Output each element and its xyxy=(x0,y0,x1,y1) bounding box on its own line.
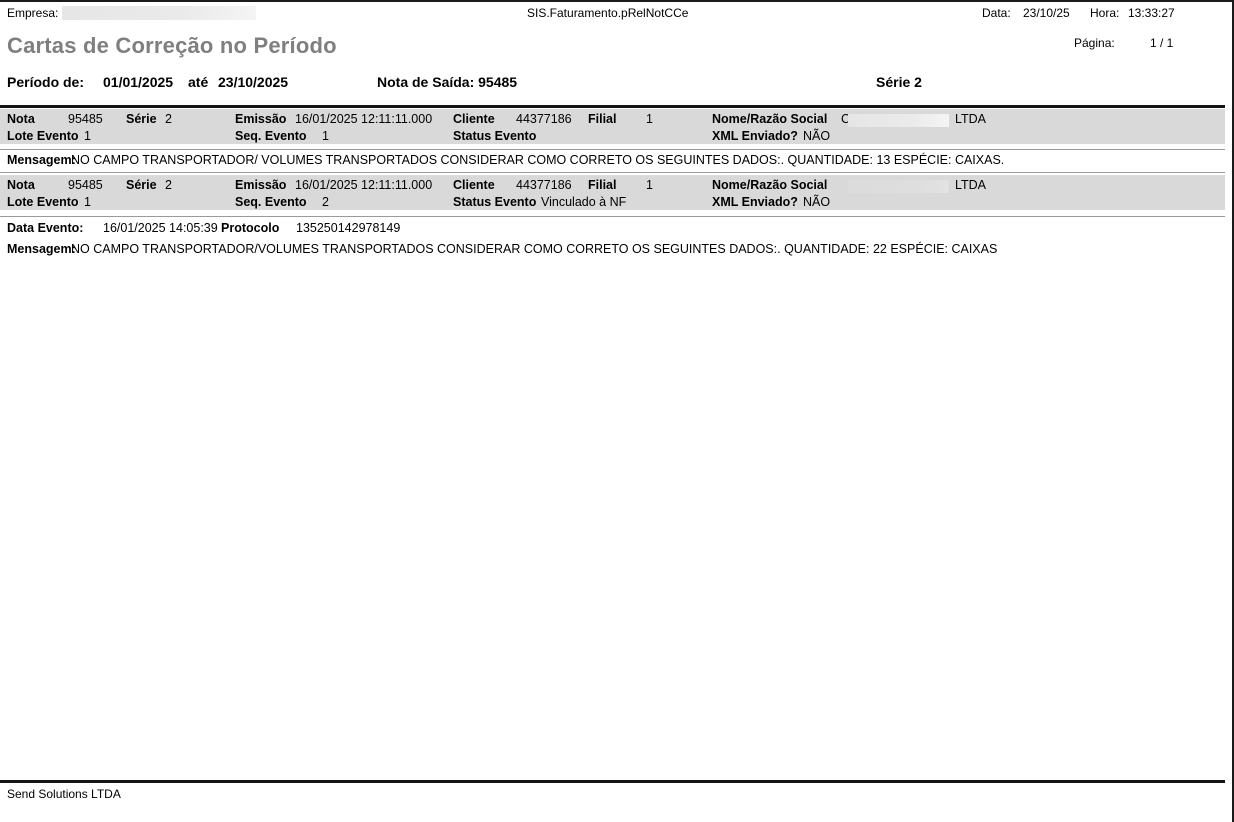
table-row: Lote Evento 1 Seq. Evento 1 Status Event… xyxy=(0,128,1232,145)
status-evento-label: Status Evento xyxy=(453,195,537,209)
table-row: Nota 95485 Série 2 Emissão 16/01/2025 12… xyxy=(0,177,1232,194)
seq-evento-value: 1 xyxy=(322,129,329,143)
nota-label: Nota xyxy=(7,178,35,192)
table-row: Lote Evento 1 Seq. Evento 2 Status Event… xyxy=(0,194,1232,211)
lote-evento-label: Lote Evento xyxy=(7,129,79,143)
protocolo-value: 135250142978149 xyxy=(296,221,401,235)
serie-value: 2 xyxy=(165,112,172,126)
cliente-label: Cliente xyxy=(453,178,495,192)
filial-label: Filial xyxy=(588,178,617,192)
mensagem-value: NO CAMPO TRANSPORTADOR/ VOLUMES TRANSPOR… xyxy=(71,153,1005,167)
data-evento-value: 16/01/2025 14:05:39 xyxy=(103,221,218,235)
filial-value: 1 xyxy=(646,178,653,192)
xml-enviado-value: NÃO xyxy=(803,195,831,209)
seq-evento-label: Seq. Evento xyxy=(235,195,307,209)
print-date-value: 23/10/25 xyxy=(1023,6,1070,20)
row-separator xyxy=(0,149,1225,150)
seq-evento-label: Seq. Evento xyxy=(235,129,307,143)
empresa-value-redacted xyxy=(62,6,256,20)
page-number-value: 1 / 1 xyxy=(1150,36,1174,50)
nota-value: 95485 xyxy=(68,112,103,126)
report-program-name: SIS.Faturamento.pRelNotCCe xyxy=(527,6,689,20)
serie-label: Série xyxy=(126,178,157,192)
record-band xyxy=(0,109,1225,144)
filter-summary: Período de: 01/01/2025 até 23/10/2025 No… xyxy=(0,74,1232,96)
footer-rule xyxy=(0,780,1225,783)
row-separator xyxy=(0,172,1225,173)
table-row: Nota 95485 Série 2 Emissão 16/01/2025 12… xyxy=(0,111,1232,128)
record-band xyxy=(0,175,1225,210)
status-evento-label: Status Evento xyxy=(453,129,537,143)
emissao-value: 16/01/2025 12:11:11.000 xyxy=(295,178,433,192)
serie-label: Série xyxy=(126,112,157,126)
nome-razao-redacted xyxy=(848,180,949,193)
emissao-label: Emissão xyxy=(235,112,287,126)
message-row: Mensagem: NO CAMPO TRANSPORTADOR/VOLUMES… xyxy=(0,240,1232,258)
xml-enviado-label: XML Enviado? xyxy=(712,129,798,143)
message-row: Mensagem: NO CAMPO TRANSPORTADOR/ VOLUME… xyxy=(0,151,1232,169)
page-number-label: Página: xyxy=(1074,36,1115,50)
nota-label: Nota xyxy=(7,112,35,126)
xml-enviado-label: XML Enviado? xyxy=(712,195,798,209)
report-meta-bar: Empresa: SIS.Faturamento.pRelNotCCe Data… xyxy=(0,4,1232,24)
print-date-label: Data: xyxy=(982,6,1011,20)
lote-evento-label: Lote Evento xyxy=(7,195,79,209)
data-evento-label: Data Evento: xyxy=(7,221,84,235)
mensagem-label: Mensagem: xyxy=(7,242,76,256)
period-until-label: até xyxy=(188,74,209,90)
page-title: Cartas de Correção no Período xyxy=(7,33,337,58)
event-detail-row: Data Evento: 16/01/2025 14:05:39 Protoco… xyxy=(0,219,1232,237)
mensagem-label: Mensagem: xyxy=(7,153,76,167)
emissao-value: 16/01/2025 12:11:11.000 xyxy=(295,112,433,126)
period-label: Período de: xyxy=(7,74,85,90)
nome-razao-label: Nome/Razão Social xyxy=(712,112,828,126)
nota-value: 95485 xyxy=(68,178,103,192)
filter-serie: Série 2 xyxy=(876,74,922,90)
nome-razao-prefix: C xyxy=(841,112,851,126)
period-end-value: 23/10/2025 xyxy=(218,74,289,90)
nome-razao-redacted xyxy=(848,114,949,127)
lote-evento-value: 1 xyxy=(84,129,91,143)
status-evento-value: Vinculado à NF xyxy=(541,195,627,209)
header-rule xyxy=(0,105,1225,108)
nome-razao-suffix: LTDA xyxy=(955,112,987,126)
lote-evento-value: 1 xyxy=(84,195,91,209)
period-start-value: 01/01/2025 xyxy=(103,74,174,90)
filial-value: 1 xyxy=(646,112,653,126)
seq-evento-value: 2 xyxy=(322,195,329,209)
empresa-label: Empresa: xyxy=(7,6,59,20)
emissao-label: Emissão xyxy=(235,178,287,192)
filial-label: Filial xyxy=(588,112,617,126)
print-time-label: Hora: xyxy=(1090,6,1120,20)
row-separator xyxy=(0,216,1225,217)
filter-nota-saida: Nota de Saída: 95485 xyxy=(377,74,518,90)
protocolo-label: Protocolo xyxy=(221,221,280,235)
cliente-value: 44377186 xyxy=(516,112,572,126)
serie-value: 2 xyxy=(165,178,172,192)
cliente-label: Cliente xyxy=(453,112,495,126)
xml-enviado-value: NÃO xyxy=(803,129,831,143)
print-time-value: 13:33:27 xyxy=(1128,6,1175,20)
cliente-value: 44377186 xyxy=(516,178,572,192)
nome-razao-label: Nome/Razão Social xyxy=(712,178,828,192)
footer-company: Send Solutions LTDA xyxy=(7,787,121,801)
nome-razao-suffix: LTDA xyxy=(955,178,987,192)
mensagem-value: NO CAMPO TRANSPORTADOR/VOLUMES TRANSPORT… xyxy=(71,242,998,256)
